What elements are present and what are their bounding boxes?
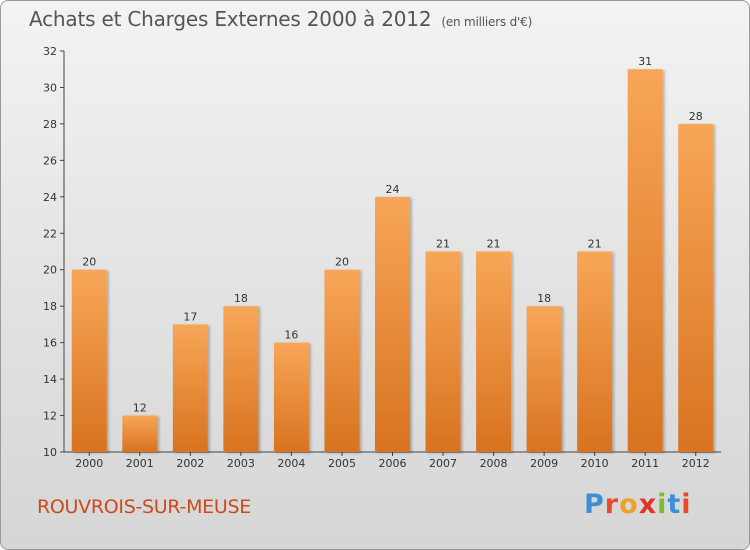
proxiti-logo[interactable]: Proxiti — [584, 489, 692, 520]
bar — [526, 306, 562, 452]
value-label: 17 — [183, 310, 197, 323]
y-tick-label: 16 — [43, 337, 57, 350]
value-label: 31 — [638, 55, 652, 68]
x-tick-label: 2010 — [581, 457, 609, 470]
axes: 10 12 14 16 18 20 22 24 26 28 30 32 2000 2001 2002 2003… — [43, 45, 721, 470]
y-tick-label: 32 — [43, 45, 57, 58]
bar — [375, 196, 410, 452]
bar — [71, 269, 107, 452]
bar — [122, 415, 158, 452]
x-tick-label: 2007 — [429, 457, 457, 470]
x-tick-label: 2000 — [75, 457, 103, 470]
logo-letter: r — [604, 489, 620, 520]
value-label: 12 — [133, 402, 147, 415]
chart-subtitle: (en milliers d'€) — [441, 15, 533, 29]
bar — [476, 251, 512, 452]
y-tick-label: 20 — [43, 264, 57, 277]
logo-letter: P — [584, 489, 605, 520]
x-tick-label: 2011 — [631, 457, 659, 470]
bar — [577, 251, 613, 452]
x-tick-label: 2002 — [176, 457, 204, 470]
bar — [172, 324, 208, 452]
value-label: 28 — [689, 110, 703, 123]
bar — [425, 251, 461, 452]
value-label: 18 — [234, 292, 248, 305]
y-tick-label: 26 — [43, 154, 57, 167]
value-label: 20 — [82, 256, 96, 269]
x-tick-label: 2009 — [530, 457, 558, 470]
logo-letter: i — [657, 489, 668, 520]
bar — [627, 69, 663, 453]
value-label: 18 — [537, 292, 551, 305]
y-tick-label: 10 — [43, 446, 57, 459]
logo-letter: i — [681, 489, 692, 520]
x-tick-label: 2006 — [379, 457, 407, 470]
bar — [678, 123, 714, 452]
bars-group: 20 12 17 18 16 20 24 21 21 18 21 31 28 — [71, 55, 714, 453]
x-tick-label: 2001 — [126, 457, 154, 470]
y-tick-label: 12 — [43, 410, 57, 423]
value-label: 16 — [284, 329, 298, 342]
chart-title-text: Achats et Charges Externes 2000 à 2012 — [29, 7, 432, 31]
y-tick-label: 30 — [43, 81, 57, 94]
x-tick-label: 2003 — [227, 457, 255, 470]
y-tick-label: 28 — [43, 118, 57, 131]
y-tick-label: 18 — [43, 300, 57, 313]
value-label: 24 — [386, 183, 400, 196]
y-tick-label: 14 — [43, 373, 57, 386]
x-tick-label: 2008 — [480, 457, 508, 470]
logo-letter: t — [667, 489, 682, 520]
value-label: 21 — [588, 238, 602, 251]
bar — [223, 306, 259, 452]
bar — [324, 269, 360, 452]
value-label: 20 — [335, 256, 349, 269]
x-tick-label: 2012 — [682, 457, 710, 470]
value-label: 21 — [436, 238, 450, 251]
x-tick-label: 2004 — [277, 457, 305, 470]
y-tick-label: 22 — [43, 227, 57, 240]
logo-letter: x — [638, 489, 658, 520]
y-tick-label: 24 — [43, 191, 57, 204]
logo-letter: o — [619, 489, 639, 520]
value-label: 21 — [487, 238, 501, 251]
x-tick-label: 2005 — [328, 457, 356, 470]
chart-title: Achats et Charges Externes 2000 à 2012 (e… — [29, 7, 532, 31]
bar — [273, 342, 309, 452]
city-name: ROUVROIS-SUR-MEUSE — [37, 496, 251, 518]
